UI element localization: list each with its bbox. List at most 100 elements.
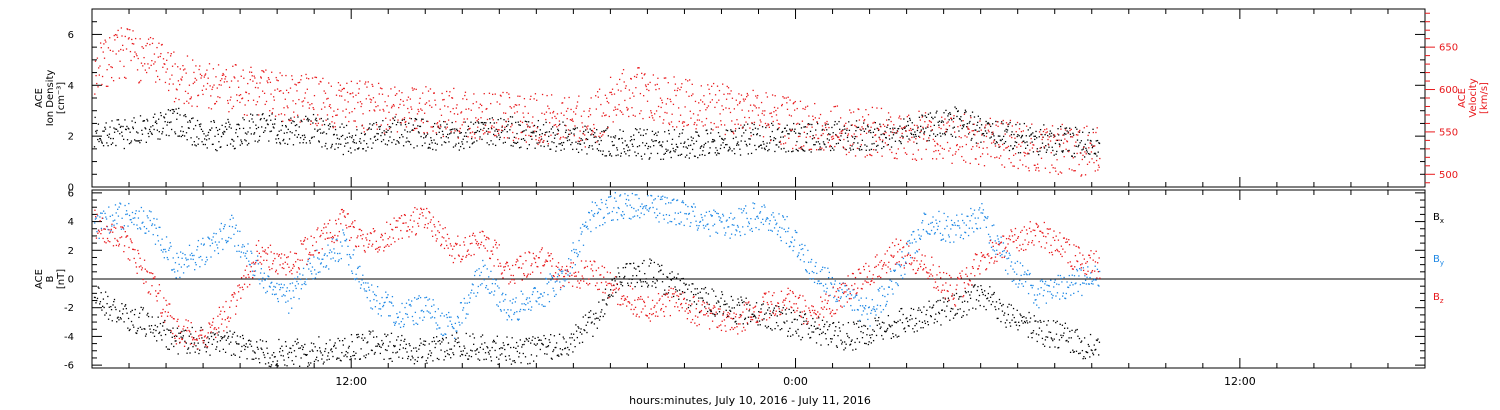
bx-point [590, 322, 593, 324]
velocity-point [839, 132, 841, 134]
density-point [948, 119, 950, 121]
bx-point [876, 324, 878, 327]
density-point [613, 144, 615, 146]
velocity-point [295, 84, 297, 86]
bx-point [521, 344, 524, 346]
by-point [118, 206, 120, 208]
bx-point [162, 321, 165, 324]
velocity-point [813, 137, 815, 139]
bx-point [692, 293, 695, 296]
bx-point [789, 327, 791, 330]
velocity-point [191, 105, 193, 107]
bx-point [127, 317, 130, 320]
density-point [623, 151, 626, 153]
bx-point [1037, 321, 1039, 323]
velocity-point [192, 82, 194, 85]
density-point [785, 130, 788, 132]
density-point [205, 139, 208, 141]
bx-point [1067, 341, 1069, 343]
velocity-point [285, 74, 287, 77]
density-point [462, 138, 464, 140]
velocity-point [843, 138, 845, 141]
velocity-point [1066, 141, 1069, 143]
velocity-point [692, 113, 695, 115]
bx-point [815, 342, 818, 344]
density-point [339, 126, 341, 128]
velocity-point [337, 82, 340, 84]
velocity-point [799, 135, 801, 138]
density-point [936, 134, 939, 136]
bx-point [328, 358, 330, 360]
bx-point [486, 345, 488, 348]
velocity-point [225, 69, 227, 71]
density-point [881, 141, 884, 143]
density-point [1056, 139, 1059, 142]
bx-point [918, 307, 920, 309]
bx-point [172, 327, 174, 329]
by-point [95, 217, 97, 219]
density-point [487, 128, 490, 130]
velocity-point [298, 98, 300, 101]
velocity-point [329, 104, 331, 106]
velocity-point [190, 97, 192, 100]
bx-point [516, 350, 519, 353]
bx-point [95, 302, 97, 304]
density-point [675, 143, 678, 146]
velocity-point [806, 126, 808, 128]
bx-point [965, 292, 967, 294]
density-point [130, 142, 132, 144]
bx-point [489, 349, 491, 352]
by-point [148, 210, 151, 212]
bx-point [420, 342, 422, 344]
velocity-point [733, 133, 735, 135]
density-point [587, 131, 589, 133]
velocity-point [715, 126, 717, 128]
density-point [973, 133, 975, 136]
density-point [893, 132, 895, 134]
bx-point [93, 296, 96, 299]
density-point [342, 153, 344, 156]
bx-point [435, 336, 438, 338]
velocity-point [797, 122, 799, 125]
density-point [421, 144, 424, 147]
velocity-point [816, 149, 818, 151]
bx-point [856, 337, 858, 340]
density-point [323, 123, 326, 126]
bx-point [938, 312, 941, 315]
density-point [861, 139, 864, 141]
velocity-point [404, 121, 406, 124]
bx-point [552, 350, 554, 353]
bx-point [240, 350, 242, 352]
velocity-point [556, 126, 558, 128]
density-point [541, 132, 543, 135]
by-point [159, 244, 162, 246]
density-point [715, 147, 717, 149]
bx-point [817, 327, 819, 329]
density-point [406, 131, 409, 133]
density-point [817, 123, 819, 125]
by-point [116, 222, 118, 225]
bx-point [347, 347, 350, 349]
density-point [920, 125, 922, 128]
velocity-point [727, 93, 729, 95]
density-point [721, 137, 723, 140]
bx-point [388, 358, 390, 360]
density-point [1050, 132, 1053, 134]
velocity-point [338, 89, 340, 91]
bx-point [575, 324, 577, 326]
bx-point [501, 353, 503, 355]
density-point [784, 127, 786, 129]
velocity-point [201, 75, 203, 77]
velocity-point [951, 162, 953, 164]
velocity-point [227, 102, 229, 104]
density-point [1024, 141, 1026, 144]
bx-point [866, 334, 868, 336]
density-point [570, 132, 573, 134]
velocity-point [1044, 167, 1047, 169]
density-point [621, 142, 624, 144]
velocity-point [968, 131, 971, 134]
velocity-point [1019, 159, 1021, 161]
bx-point [926, 321, 929, 323]
velocity-point [1082, 146, 1085, 149]
density-point [459, 132, 461, 134]
